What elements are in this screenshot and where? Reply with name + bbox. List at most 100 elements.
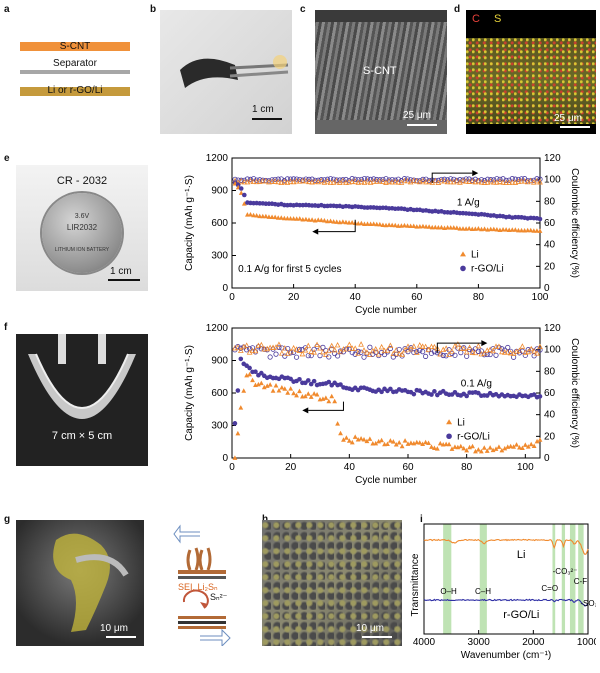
ce-point-rgo — [431, 349, 437, 355]
ce-point-rgo — [443, 353, 449, 359]
ce-point-li — [469, 178, 476, 184]
capacity-point-li — [279, 385, 285, 390]
ce-point-li — [387, 342, 394, 348]
ce-point-rgo — [444, 177, 451, 183]
capacity-point-li — [285, 390, 291, 395]
ce-point-li — [428, 343, 435, 350]
panel-label-h: h — [262, 514, 268, 525]
ce-point-li — [531, 348, 537, 354]
ce-point-li — [380, 178, 386, 184]
ce-point-rgo — [491, 177, 497, 183]
capacity-point-rgo — [247, 365, 252, 371]
capacity-point-li — [534, 228, 540, 233]
capacity-point-li — [490, 447, 496, 453]
ce-point-li — [481, 179, 488, 185]
capacity-point-li — [303, 216, 309, 222]
ce-point-rgo — [417, 347, 423, 354]
ce-point-li — [243, 342, 250, 348]
capacity-point-li — [275, 215, 281, 220]
sei-label: SEI, Li₂Sₙ — [178, 582, 218, 592]
sem-cross-section: S-CNT 25 μm — [315, 10, 447, 134]
scale-bar-h-label: 10 μm — [356, 623, 384, 634]
ce-point-rgo — [380, 176, 386, 183]
x-tick-label: 80 — [461, 462, 473, 473]
capacity-point-li — [291, 390, 296, 396]
ce-point-li — [444, 178, 451, 185]
capacity-point-li — [390, 439, 396, 444]
sn-label: Sₙ²⁻ — [210, 592, 228, 602]
ce-point-rgo — [420, 349, 426, 355]
ce-point-rgo — [499, 346, 505, 352]
ce-point-li — [396, 350, 403, 357]
ce-point-li — [416, 342, 423, 348]
legend-s: S — [494, 13, 502, 25]
capacity-point-li — [245, 212, 250, 217]
capacity-point-rgo — [235, 388, 241, 393]
x-tick-label: 20 — [285, 462, 297, 473]
ce-point-li — [331, 346, 338, 353]
ftir-highlight-band — [552, 524, 556, 634]
ce-point-rgo — [244, 176, 251, 182]
ce-point-rgo — [401, 176, 408, 182]
capacity-point-rgo — [311, 378, 317, 384]
ce-point-rgo — [515, 176, 522, 183]
ce-point-li — [323, 351, 329, 357]
capacity-point-li — [323, 395, 329, 400]
capacity-point-li — [423, 224, 429, 229]
ce-point-rgo — [451, 176, 457, 182]
ce-point-li — [506, 179, 513, 185]
capacity-point-li — [248, 212, 253, 217]
y-tick-label: 0 — [222, 453, 228, 464]
capacity-point-li — [380, 222, 386, 227]
panel-label-g: g — [4, 514, 11, 525]
capacity-point-li — [257, 213, 263, 219]
ce-axis-arrow — [436, 342, 482, 353]
capacity-point-rgo — [379, 389, 384, 395]
capacity-point-li — [315, 217, 321, 222]
ce-point-li — [314, 341, 320, 348]
capacity-point-li — [385, 441, 390, 446]
ce-point-rgo — [452, 352, 458, 358]
ce-point-li — [431, 343, 438, 350]
ce-point-li — [279, 350, 285, 356]
ce-point-rgo — [276, 344, 282, 350]
sem-bottom-border — [315, 120, 447, 134]
photo-coin-cell: CR - 2032 3.6V LIR2032 LITHIUM ION BATTE… — [16, 165, 148, 291]
capacity-point-li — [525, 444, 531, 449]
ce-point-li — [534, 350, 540, 356]
panel-label-e: e — [4, 153, 10, 164]
ce-point-rgo — [371, 176, 377, 182]
capacity-point-li — [311, 391, 317, 396]
capacity-point-li — [494, 226, 500, 232]
capacity-point-li — [484, 448, 490, 453]
ce-point-rgo — [374, 176, 380, 183]
ce-point-rgo — [318, 177, 324, 183]
x-tick-label: 80 — [473, 292, 485, 303]
ce-point-li — [346, 178, 352, 185]
ftir-highlight-band — [479, 524, 487, 634]
ce-point-rgo — [249, 345, 256, 351]
ce-point-li — [266, 178, 272, 185]
ce-point-rgo — [309, 176, 315, 182]
capacity-point-li — [302, 393, 308, 399]
y2-tick-label: 20 — [544, 431, 556, 442]
capacity-point-li — [344, 435, 349, 440]
ftir-highlight-band — [578, 524, 584, 634]
fiber-illustration — [53, 533, 129, 632]
ce-point-li — [287, 178, 294, 184]
capacity-point-li — [395, 223, 401, 228]
capacity-point-li — [373, 440, 379, 446]
capacity-point-li — [432, 445, 437, 451]
ce-point-rgo — [466, 176, 472, 182]
ce-point-rgo — [428, 350, 435, 356]
ce-point-rgo — [250, 176, 257, 182]
y-tick-label: 300 — [211, 251, 228, 262]
layer-schematic: S-CNT Separator Li or r-GO/Li — [20, 40, 140, 110]
ce-point-li — [270, 344, 276, 350]
ce-point-rgo — [252, 349, 259, 355]
ce-point-li — [490, 179, 497, 185]
ce-point-rgo — [510, 354, 517, 360]
sem-fiber: 10 μm — [16, 520, 144, 646]
ce-point-rgo — [340, 177, 346, 183]
capacity-point-li — [260, 213, 266, 219]
